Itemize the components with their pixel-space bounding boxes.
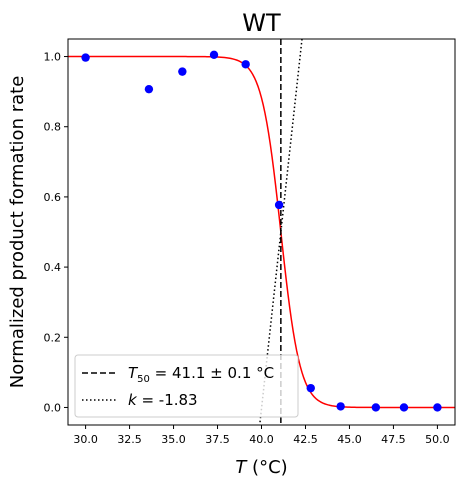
x-axis-label-symbol: T bbox=[235, 457, 248, 478]
y-tick-label: 1.0 bbox=[44, 51, 62, 64]
x-tick-label: 50.0 bbox=[425, 433, 450, 446]
legend-k-text: = -1.83 bbox=[137, 391, 198, 409]
y-tick-label: 0.8 bbox=[44, 121, 62, 134]
x-axis-label-unit-text: (°C) bbox=[252, 457, 288, 478]
legend-t50-subscript: 50 bbox=[137, 374, 150, 385]
fit-curve bbox=[68, 55, 455, 409]
y-tick-label: 0.0 bbox=[44, 401, 62, 414]
x-axis: 30.0 32.5 35.0 37.5 40.0 42.5 45.0 47.5 50.0 bbox=[73, 425, 450, 446]
x-tick-label: 47.5 bbox=[381, 433, 406, 446]
y-axis: 0.0 0.2 0.4 0.6 0.8 1.0 bbox=[44, 51, 68, 414]
slope-dotted-line bbox=[258, 39, 303, 425]
data-point bbox=[81, 53, 90, 62]
legend-k-symbol: k bbox=[128, 391, 138, 409]
plot-area bbox=[68, 39, 455, 425]
x-tick-label: 37.5 bbox=[205, 433, 230, 446]
data-point bbox=[274, 200, 284, 210]
legend-t50-text: = 41.1 ± 0.1 °C bbox=[150, 364, 274, 382]
data-point bbox=[306, 383, 315, 393]
data-point bbox=[399, 403, 409, 412]
x-tick-label: 45.0 bbox=[337, 433, 362, 446]
data-point bbox=[433, 403, 442, 412]
legend-entry-k: k = -1.83 bbox=[128, 391, 198, 409]
data-point bbox=[144, 84, 154, 94]
x-tick-label: 32.5 bbox=[117, 433, 142, 446]
x-tick-label: 30.0 bbox=[73, 433, 98, 446]
data-point bbox=[209, 50, 219, 59]
x-tick-label: 40.0 bbox=[249, 433, 274, 446]
y-tick-label: 0.6 bbox=[44, 191, 62, 204]
data-point bbox=[178, 67, 187, 76]
y-tick-label: 0.2 bbox=[44, 331, 62, 344]
data-point bbox=[371, 403, 381, 412]
legend-box bbox=[74, 354, 299, 418]
y-axis-label: Normalized product formation rate bbox=[7, 76, 28, 389]
y-tick-label: 0.4 bbox=[44, 261, 62, 274]
legend-t50-symbol: T bbox=[128, 364, 139, 382]
legend-entry-t50: T50 = 41.1 ± 0.1 °C bbox=[128, 364, 274, 385]
x-tick-label: 35.0 bbox=[161, 433, 186, 446]
x-axis-label: T (°C) bbox=[235, 457, 287, 478]
data-point bbox=[336, 402, 345, 411]
legend: T50 = 41.1 ± 0.1 °C k = -1.83 bbox=[74, 354, 299, 418]
x-tick-label: 42.5 bbox=[293, 433, 318, 446]
data-point bbox=[241, 60, 250, 69]
chart-title: WT bbox=[242, 9, 281, 37]
